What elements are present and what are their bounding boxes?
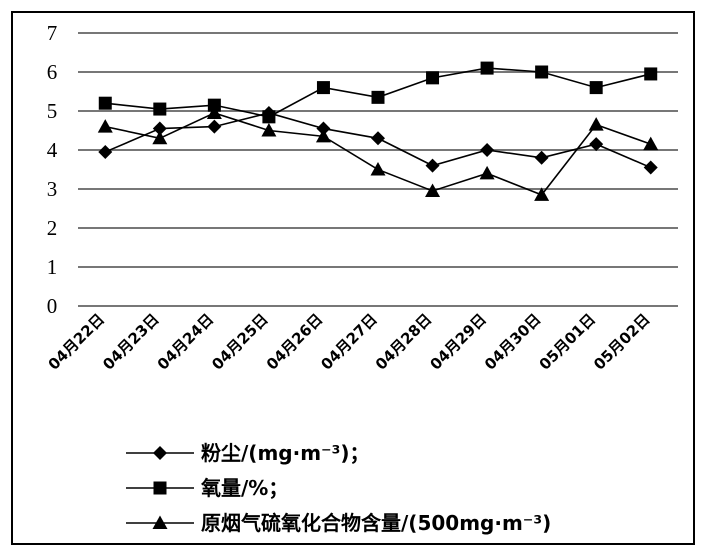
data-point-triangle xyxy=(534,187,550,201)
series-group xyxy=(97,61,659,201)
x-tick-label: 04月29日 xyxy=(426,310,489,373)
series-line xyxy=(105,112,651,196)
data-point-square xyxy=(480,61,494,75)
data-point-triangle xyxy=(588,117,604,131)
x-axis-ticks: 04月22日04月23日04月24日04月25日04月26日04月27日04月2… xyxy=(45,310,654,373)
x-tick-label: 04月26日 xyxy=(263,310,326,373)
data-point-square xyxy=(426,71,440,85)
data-point-triangle xyxy=(97,119,113,133)
data-point-square xyxy=(535,65,549,79)
data-point-diamond xyxy=(371,131,385,146)
data-point-diamond xyxy=(534,150,549,165)
data-point-diamond xyxy=(643,160,658,175)
chart-frame xyxy=(11,11,695,545)
data-point-triangle xyxy=(643,136,659,151)
data-point-triangle xyxy=(370,162,386,176)
y-tick-label: 3 xyxy=(47,177,58,201)
x-tick-label: 04月28日 xyxy=(372,310,435,373)
y-tick-label: 4 xyxy=(47,138,58,162)
data-point-diamond xyxy=(152,121,167,136)
y-axis-ticks: 0 1 2 3 4 5 6 7 xyxy=(47,21,58,318)
legend-label: 原烟气硫氧化合物含量/(500mg·m⁻³) xyxy=(201,511,551,535)
data-point-square xyxy=(316,81,330,95)
legend-item: 粉尘/(mg·m⁻³)； xyxy=(126,441,370,465)
legend-item: 氧量/%； xyxy=(126,476,288,500)
x-tick-label: 04月23日 xyxy=(99,310,162,373)
data-point-diamond xyxy=(425,158,440,173)
y-tick-label: 6 xyxy=(47,60,58,84)
x-tick-label: 04月30日 xyxy=(481,310,544,373)
legend-marker-diamond xyxy=(153,446,167,460)
y-tick-label: 7 xyxy=(47,21,58,45)
data-point-triangle xyxy=(206,105,222,119)
data-point-triangle xyxy=(425,183,441,197)
x-tick-label: 05月02日 xyxy=(590,310,653,373)
legend-marker-square xyxy=(153,481,167,495)
data-point-square xyxy=(644,67,658,81)
x-tick-label: 04月22日 xyxy=(45,310,108,373)
data-point-triangle xyxy=(152,130,168,145)
data-point-diamond xyxy=(98,144,113,159)
data-point-square xyxy=(371,90,385,104)
legend-marker-triangle xyxy=(152,515,168,529)
data-point-square xyxy=(207,98,221,112)
data-point-diamond xyxy=(207,119,222,134)
data-point-triangle xyxy=(315,128,331,143)
y-tick-label: 0 xyxy=(47,294,58,318)
data-point-square xyxy=(98,96,112,110)
y-tick-label: 1 xyxy=(47,255,58,279)
legend-label: 氧量/%； xyxy=(200,476,288,500)
data-point-square xyxy=(589,81,603,95)
series-square xyxy=(98,61,658,124)
series-diamond xyxy=(98,105,658,175)
data-point-square xyxy=(262,110,276,124)
data-point-diamond xyxy=(316,121,331,136)
data-point-triangle xyxy=(261,123,277,137)
legend-label: 粉尘/(mg·m⁻³)； xyxy=(201,441,370,465)
y-tick-label: 5 xyxy=(47,99,58,123)
data-point-square xyxy=(153,102,167,116)
data-point-diamond xyxy=(589,137,604,152)
y-tick-label: 2 xyxy=(47,216,58,240)
x-tick-label: 04月25日 xyxy=(208,310,271,373)
series-triangle xyxy=(97,105,659,201)
legend: 粉尘/(mg·m⁻³)； 氧量/%； 原烟气硫氧化合物含量/(500mg·m⁻³) xyxy=(126,441,551,535)
x-tick-label: 04月27日 xyxy=(317,310,380,373)
data-point-triangle xyxy=(479,165,495,180)
x-tick-label: 05月01日 xyxy=(536,310,599,373)
gridlines xyxy=(78,32,678,307)
legend-item: 原烟气硫氧化合物含量/(500mg·m⁻³) xyxy=(126,511,551,535)
data-point-diamond xyxy=(480,143,495,157)
x-tick-label: 04月24日 xyxy=(154,310,217,373)
